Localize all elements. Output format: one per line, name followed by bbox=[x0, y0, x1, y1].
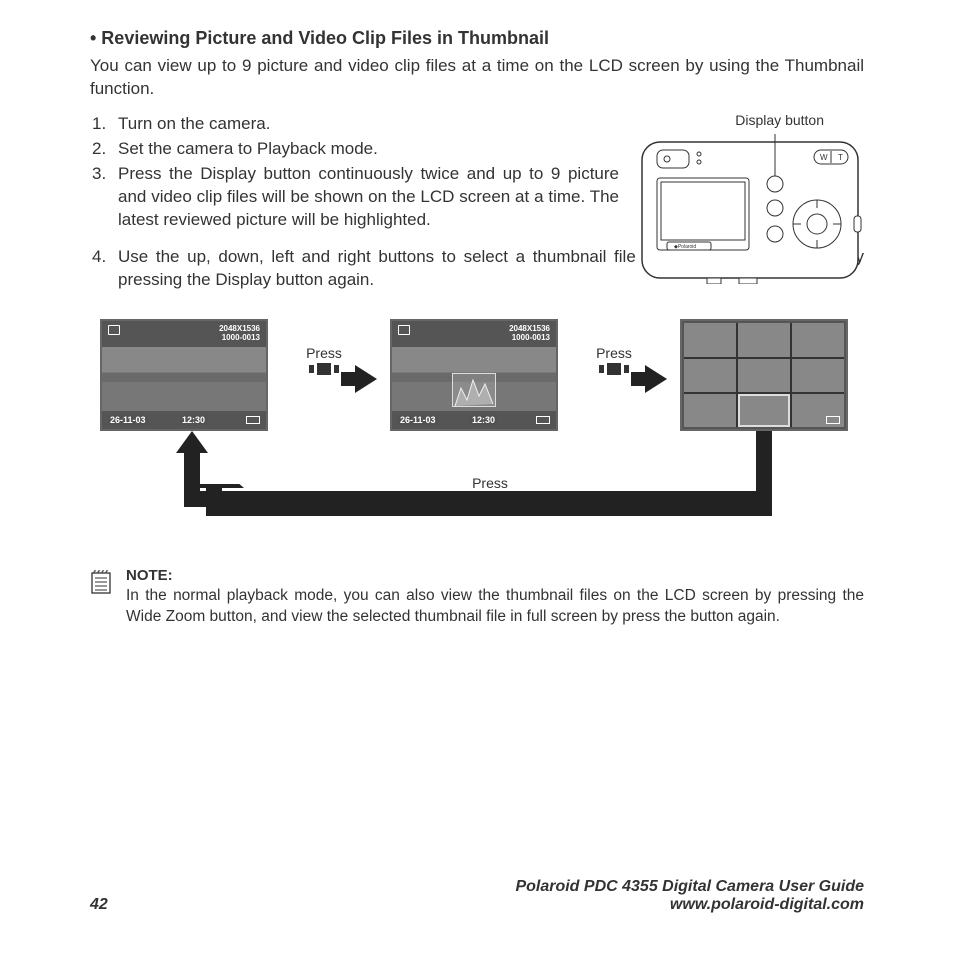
page-footer: 42 Polaroid PDC 4355 Digital Camera User… bbox=[90, 878, 864, 914]
battery-icon bbox=[536, 416, 550, 424]
notepad-icon bbox=[90, 569, 112, 595]
display-button-label: Display button bbox=[735, 112, 824, 128]
section-heading: • Reviewing Picture and Video Clip Files… bbox=[90, 28, 864, 49]
note-body: In the normal playback mode, you can als… bbox=[126, 586, 864, 628]
footer-title: Polaroid PDC 4355 Digital Camera User Gu… bbox=[515, 878, 864, 896]
camera-back-diagram: ◆Polaroid W T bbox=[639, 134, 864, 284]
thumbnail-grid bbox=[684, 323, 844, 427]
lcd-resolution: 2048X1536 bbox=[509, 324, 550, 333]
lcd-date: 26-11-03 bbox=[108, 415, 148, 425]
display-button-icon bbox=[599, 363, 629, 375]
footer-url: www.polaroid-digital.com bbox=[515, 896, 864, 914]
flow-diagram: 2048X1536 1000-0013 26-11-03 12:30 Press… bbox=[90, 319, 864, 549]
lcd-screen-histogram: 2048X1536 1000-0013 26-11-03 12:30 bbox=[390, 319, 558, 431]
battery-icon bbox=[246, 416, 260, 424]
svg-text:T: T bbox=[838, 153, 843, 162]
battery-icon bbox=[826, 416, 840, 424]
press-label-2: Press bbox=[584, 345, 644, 375]
step-number: 3. bbox=[90, 163, 118, 232]
step-number: 4. bbox=[90, 246, 118, 292]
arrow-right-icon bbox=[645, 365, 667, 393]
histogram-icon bbox=[452, 373, 496, 407]
lcd-date: 26-11-03 bbox=[398, 415, 438, 425]
lcd-screen-thumbnail-grid bbox=[680, 319, 848, 431]
lcd-screen-single: 2048X1536 1000-0013 26-11-03 12:30 bbox=[100, 319, 268, 431]
press-label-1: Press bbox=[294, 345, 354, 375]
return-arrow-up bbox=[176, 431, 208, 507]
page-number: 42 bbox=[90, 896, 108, 914]
note-block: NOTE: In the normal playback mode, you c… bbox=[90, 567, 864, 628]
svg-text:◆Polaroid: ◆Polaroid bbox=[674, 244, 696, 250]
lcd-time: 12:30 bbox=[180, 415, 207, 425]
display-button-icon bbox=[309, 363, 339, 375]
return-arrow-horizontal bbox=[184, 491, 772, 507]
note-title: NOTE: bbox=[126, 567, 864, 584]
arrow-right-icon bbox=[355, 365, 377, 393]
press-text: Press bbox=[596, 345, 632, 361]
lcd-counter: 1000-0013 bbox=[222, 333, 260, 342]
svg-text:W: W bbox=[820, 153, 828, 162]
return-arrow-down bbox=[756, 431, 772, 491]
step-number: 1. bbox=[90, 113, 118, 136]
lcd-resolution: 2048X1536 bbox=[219, 324, 260, 333]
lcd-counter: 1000-0013 bbox=[512, 333, 550, 342]
lcd-time: 12:30 bbox=[470, 415, 497, 425]
intro-text: You can view up to 9 picture and video c… bbox=[90, 55, 864, 101]
press-text: Press bbox=[306, 345, 342, 361]
step-number: 2. bbox=[90, 138, 118, 161]
